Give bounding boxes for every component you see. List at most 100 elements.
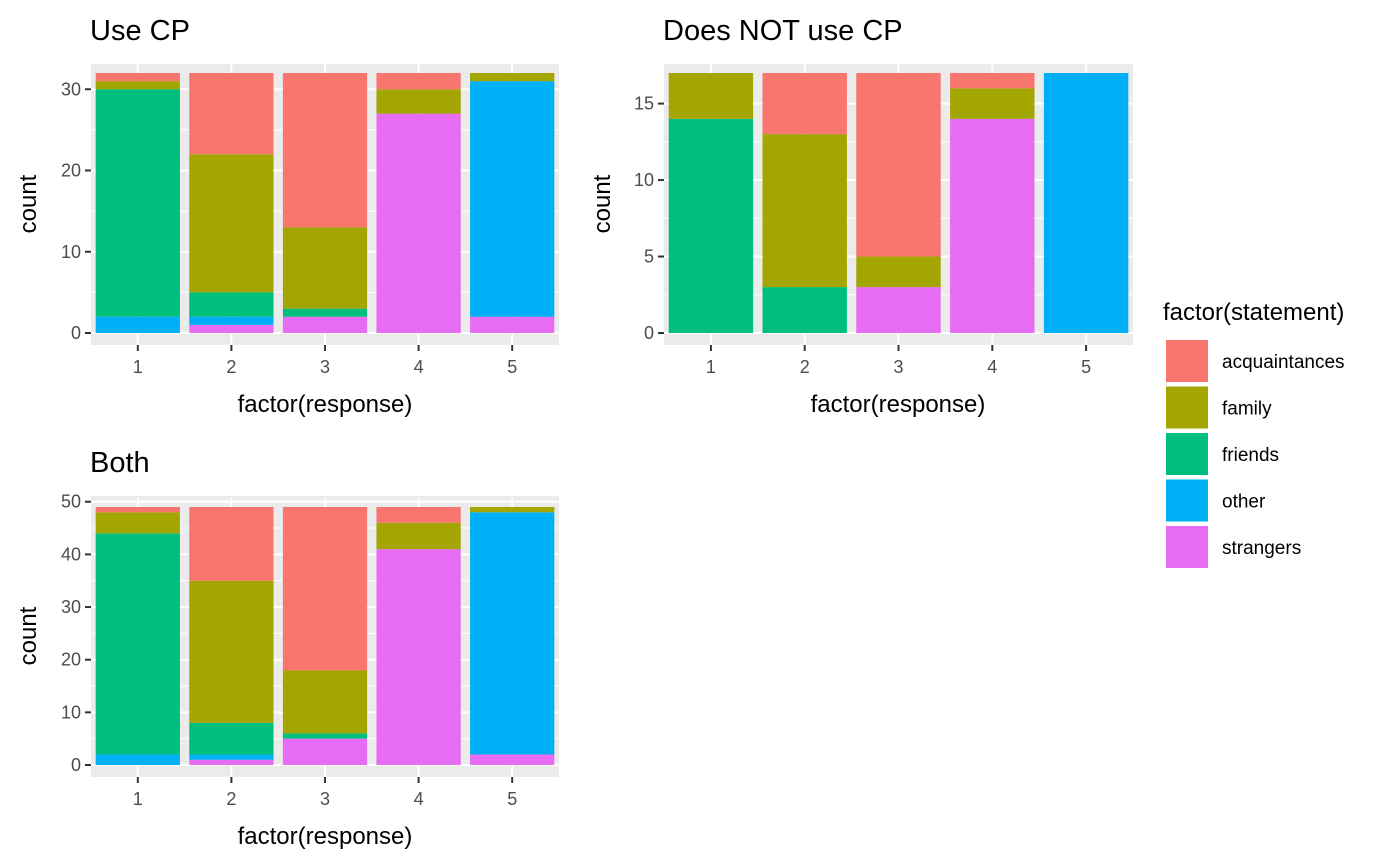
bar-segment-strangers (189, 324, 274, 333)
bar-segment-acquaintances (189, 73, 274, 155)
x-tick-label: 4 (987, 357, 997, 377)
legend-item: family (1166, 386, 1272, 429)
panel-title: Does NOT use CP (663, 15, 903, 47)
bar-segment-acquaintances (282, 73, 368, 228)
y-tick-label: 10 (634, 170, 654, 190)
bar-segment-acquaintances (282, 507, 368, 671)
x-axis: 1 2 3 4 5 (706, 345, 1091, 377)
legend-items: acquaintances family friends other strangers (1166, 340, 1345, 568)
legend-swatch (1166, 479, 1208, 522)
bar-segment-friends (282, 308, 368, 317)
legend-item: other (1166, 479, 1266, 522)
x-tick-label: 4 (414, 357, 424, 377)
x-axis: 1 2 3 4 5 (133, 777, 517, 809)
x-tick-label: 3 (320, 357, 330, 377)
bar-segment-acquaintances (189, 507, 274, 581)
bar-segment-family (376, 89, 461, 114)
y-tick-label: 10 (61, 702, 81, 722)
bar-segment-acquaintances (762, 73, 847, 135)
x-axis: 1 2 3 4 5 (133, 345, 517, 377)
x-axis-title: factor(response) (238, 823, 413, 850)
legend-item: acquaintances (1166, 340, 1345, 382)
y-axis-title: count (589, 174, 616, 233)
bar-segment-acquaintances (95, 73, 180, 82)
x-tick-label: 1 (706, 357, 716, 377)
bar-segment-friends (189, 292, 274, 317)
x-tick-label: 4 (414, 789, 424, 809)
legend-swatch (1166, 340, 1208, 382)
legend-swatch (1166, 526, 1208, 568)
legend-label: other (1222, 492, 1266, 513)
bar-segment-family (282, 227, 368, 309)
y-tick-label: 30 (61, 597, 81, 617)
bars (668, 73, 1129, 333)
bar-segment-other (189, 754, 274, 760)
bar-segment-acquaintances (95, 507, 180, 513)
legend-item: friends (1166, 433, 1279, 475)
y-axis-title: count (15, 606, 42, 665)
x-tick-label: 2 (226, 357, 236, 377)
x-axis-title: factor(response) (811, 391, 986, 418)
bar-segment-strangers (282, 738, 368, 765)
bar-segment-friends (189, 722, 274, 755)
panel-use-cp: Use CP 0 10 20 30 1 2 3 4 5 factor(response) co… (15, 15, 559, 418)
bar-segment-family (470, 507, 555, 513)
x-tick-label: 1 (133, 789, 143, 809)
bar-segment-family (950, 88, 1035, 119)
y-axis: 0 10 20 30 40 50 (61, 492, 91, 775)
x-tick-label: 5 (507, 357, 517, 377)
x-tick-label: 1 (133, 357, 143, 377)
bar-segment-other (470, 512, 555, 755)
y-axis: 0 5 10 15 (634, 94, 664, 343)
y-tick-label: 10 (61, 242, 81, 262)
bar-segment-other (470, 81, 555, 317)
bar-segment-family (189, 154, 274, 293)
bar-segment-strangers (856, 287, 941, 333)
bar-segment-family (95, 81, 180, 90)
x-axis-title: factor(response) (238, 391, 413, 418)
bar-segment-other (1043, 73, 1129, 333)
x-tick-label: 2 (800, 357, 810, 377)
panel-title: Both (90, 447, 150, 479)
legend-title: factor(statement) (1163, 299, 1344, 326)
legend-item: strangers (1166, 526, 1301, 568)
y-tick-label: 15 (634, 94, 654, 114)
bar-segment-other (189, 316, 274, 325)
bars (95, 507, 555, 765)
y-axis-title: count (15, 174, 42, 233)
x-tick-label: 5 (1081, 357, 1091, 377)
bar-segment-family (856, 256, 941, 288)
bar-segment-strangers (950, 118, 1035, 333)
y-tick-label: 20 (61, 161, 81, 181)
bar-segment-other (95, 316, 180, 333)
bar-segment-acquaintances (856, 73, 941, 257)
bar-segment-strangers (470, 754, 555, 765)
bar-segment-strangers (282, 316, 368, 333)
legend-swatch (1166, 433, 1208, 475)
y-tick-label: 20 (61, 650, 81, 670)
bar-segment-acquaintances (376, 507, 461, 523)
panel-title: Use CP (90, 15, 190, 47)
y-tick-label: 0 (71, 755, 81, 775)
bar-segment-family (762, 134, 847, 288)
bar-segment-other (95, 754, 180, 765)
bar-segment-family (189, 580, 274, 723)
bar-segment-strangers (376, 113, 461, 333)
legend-label: acquaintances (1222, 352, 1345, 373)
bar-segment-family (95, 512, 180, 534)
bar-segment-friends (762, 287, 847, 333)
y-tick-label: 40 (61, 544, 81, 564)
legend-label: friends (1222, 445, 1279, 466)
x-tick-label: 3 (320, 789, 330, 809)
legend: factor(statement) acquaintances family fri… (1163, 299, 1345, 568)
x-tick-label: 3 (893, 357, 903, 377)
bar-segment-strangers (376, 549, 461, 765)
bar-segment-friends (95, 533, 180, 755)
y-tick-label: 30 (61, 79, 81, 99)
bar-segment-acquaintances (376, 73, 461, 90)
x-tick-label: 2 (226, 789, 236, 809)
bar-segment-family (282, 670, 368, 734)
y-axis: 0 10 20 30 (61, 79, 91, 343)
